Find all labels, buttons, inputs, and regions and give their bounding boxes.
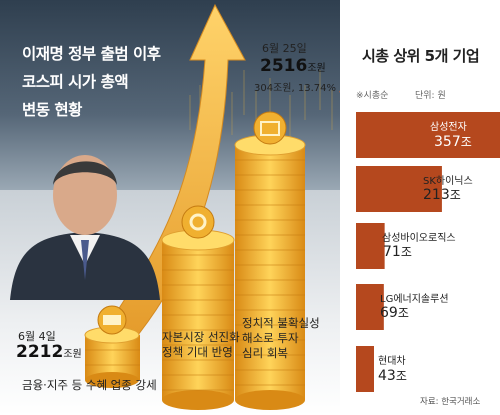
note-finance: 금융·지주 등 수혜 업종 강세 (22, 378, 157, 392)
note-capital-market-line-1: 자본시장 선진화 (162, 330, 240, 344)
headline-line-3: 변동 현황 (22, 101, 82, 119)
note-political: 정치적 불확실성 해소로 투자 심리 회복 (242, 316, 320, 361)
headline-line-1: 이재명 정부 출범 이후 (22, 45, 161, 63)
note-capital-market: 자본시장 선진화 정책 기대 반영 (162, 330, 240, 360)
bar-label-hyundai: 현대차 (378, 356, 406, 367)
bar-value-samsung-bio: 71조 (383, 244, 412, 260)
bar-value-samsung: 357조 (434, 134, 472, 150)
bar-label-sk-hynix: SK하이닉스 (423, 176, 473, 187)
stock-ticker-background (0, 0, 340, 190)
source-note: 자료: 한국거래소 (420, 397, 481, 407)
value-june-4: 2212조원 (16, 342, 82, 362)
bar-value-sk-hynix: 213조 (423, 187, 461, 203)
note-political-line-2: 해소로 투자 (242, 331, 299, 345)
bar-chart (356, 112, 500, 392)
bar-label-samsung-bio: 삼성바이오로직스 (382, 233, 456, 244)
bar-label-lg-energy: LG에너지솔루션 (380, 294, 449, 305)
panel-unit-note: 단위: 원 (415, 91, 446, 101)
bar-2 (356, 223, 385, 269)
change-june-25: 304조원, 13.74% ▲ (254, 79, 347, 94)
note-political-line-3: 심리 회복 (242, 346, 288, 360)
headline-line-2: 코스피 시가 총액 (22, 73, 129, 91)
bar-0 (356, 112, 500, 158)
person-photo (10, 155, 160, 300)
panel-sort-note: ※시총순 (356, 91, 389, 101)
value-june-25: 2516조원 (260, 56, 326, 76)
top5-panel: 시총 상위 5개 기업 ※시총순 단위: 원 삼성전자 357조 SK하이닉스 … (340, 0, 500, 415)
bar-value-hyundai: 43조 (378, 368, 407, 384)
date-june-4: 6월 4일 (18, 330, 56, 343)
bar-3 (356, 284, 384, 330)
panel-title: 시총 상위 5개 기업 (362, 47, 480, 65)
bar-value-lg-energy: 69조 (380, 305, 409, 321)
money-icon (97, 305, 127, 335)
coin-stack-medium (161, 229, 235, 410)
note-capital-market-line-2: 정책 기대 반영 (162, 345, 233, 359)
bar-4 (356, 346, 374, 392)
coin-stacks (84, 111, 306, 410)
briefcase-chart-icon (253, 111, 287, 145)
coin-stack-large (234, 134, 306, 410)
bar-label-samsung: 삼성전자 (430, 122, 467, 133)
date-june-25: 6월 25일 (262, 42, 307, 55)
bar-1 (356, 166, 442, 212)
gear-chart-icon (181, 205, 215, 239)
note-political-line-1: 정치적 불확실성 (242, 316, 320, 330)
coin-stack-small (84, 326, 140, 388)
